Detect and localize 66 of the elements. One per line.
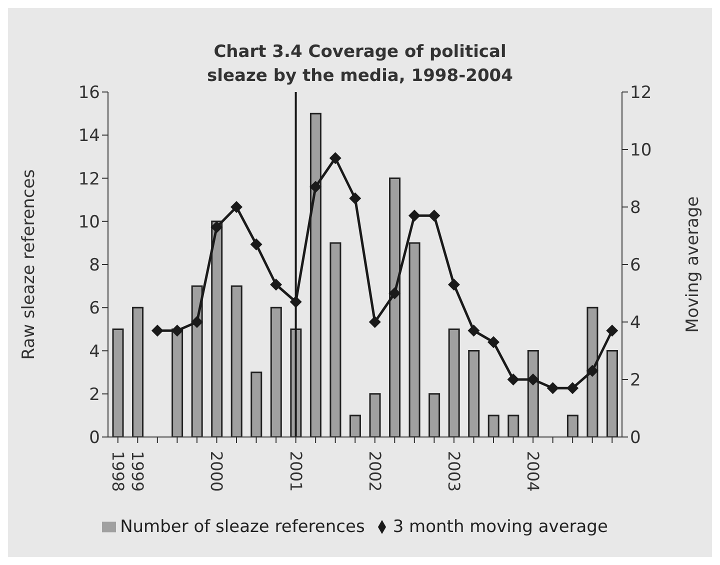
y2-tick-label: 4 [630,313,641,334]
x-tick-label: 2002 [365,451,384,492]
y2-tick-label: 12 [630,83,652,104]
y-tick-label: 12 [78,169,100,190]
point [488,336,500,348]
y-tick-label: 8 [89,256,100,276]
point [507,374,520,386]
legend-label: Number of sleaze references [120,517,365,537]
point [250,238,262,250]
point [190,316,203,328]
point [468,324,480,337]
y-tick-label: 10 [78,212,100,232]
bar [468,350,480,437]
y2-tick-label: 10 [630,140,652,161]
point [448,278,460,291]
y2-tick-label: 2 [630,370,641,391]
point [368,316,381,328]
bar [250,372,262,437]
point [349,192,362,204]
bar [488,414,500,437]
x-tick-label: 2004 [524,451,543,492]
bar [508,414,520,437]
point [310,180,322,193]
point [290,296,302,308]
x-tick-label: 2000 [207,451,226,492]
point [151,324,164,337]
x-tick-label: 1999 [128,451,148,492]
point [230,201,242,213]
bar [566,414,578,437]
point [606,324,618,337]
bar [448,328,460,437]
y2-tick-label: 8 [630,198,641,218]
y2-axis-title: Moving average [683,196,704,333]
bar [132,306,144,437]
bar [230,285,242,437]
y2-tick-label: 6 [630,256,641,276]
bar [428,393,440,437]
chart-title: Chart 3.4 Coverage of political sleaze by the media, 1998-2004 [206,41,514,86]
point [270,278,282,291]
y-axis-title: Raw sleaze references [19,169,40,360]
point [210,221,223,234]
y-tick-label: 6 [89,298,100,319]
y-tick-label: 16 [78,83,100,104]
y2-tick-label: 0 [630,428,641,448]
point [408,210,420,222]
bar [112,328,124,437]
point [329,152,342,164]
x-tick-label: 2003 [444,451,464,492]
bar [606,350,618,437]
bar [330,242,342,437]
y-tick-label: 4 [89,342,100,362]
x-tick-label: 2001 [286,451,306,492]
point [586,364,598,377]
point [388,287,401,300]
bar [270,306,282,437]
y-tick-label: 2 [89,384,100,405]
bar [369,393,381,437]
point [566,382,579,394]
y-tick-label: 0 [89,428,100,448]
y-tick-label: 14 [78,126,100,146]
point [428,210,440,222]
point [546,382,559,394]
x-tick-label: 1998 [108,451,128,492]
bar [349,414,361,437]
point [527,374,540,386]
legend-label: 3 month moving average [392,517,608,537]
